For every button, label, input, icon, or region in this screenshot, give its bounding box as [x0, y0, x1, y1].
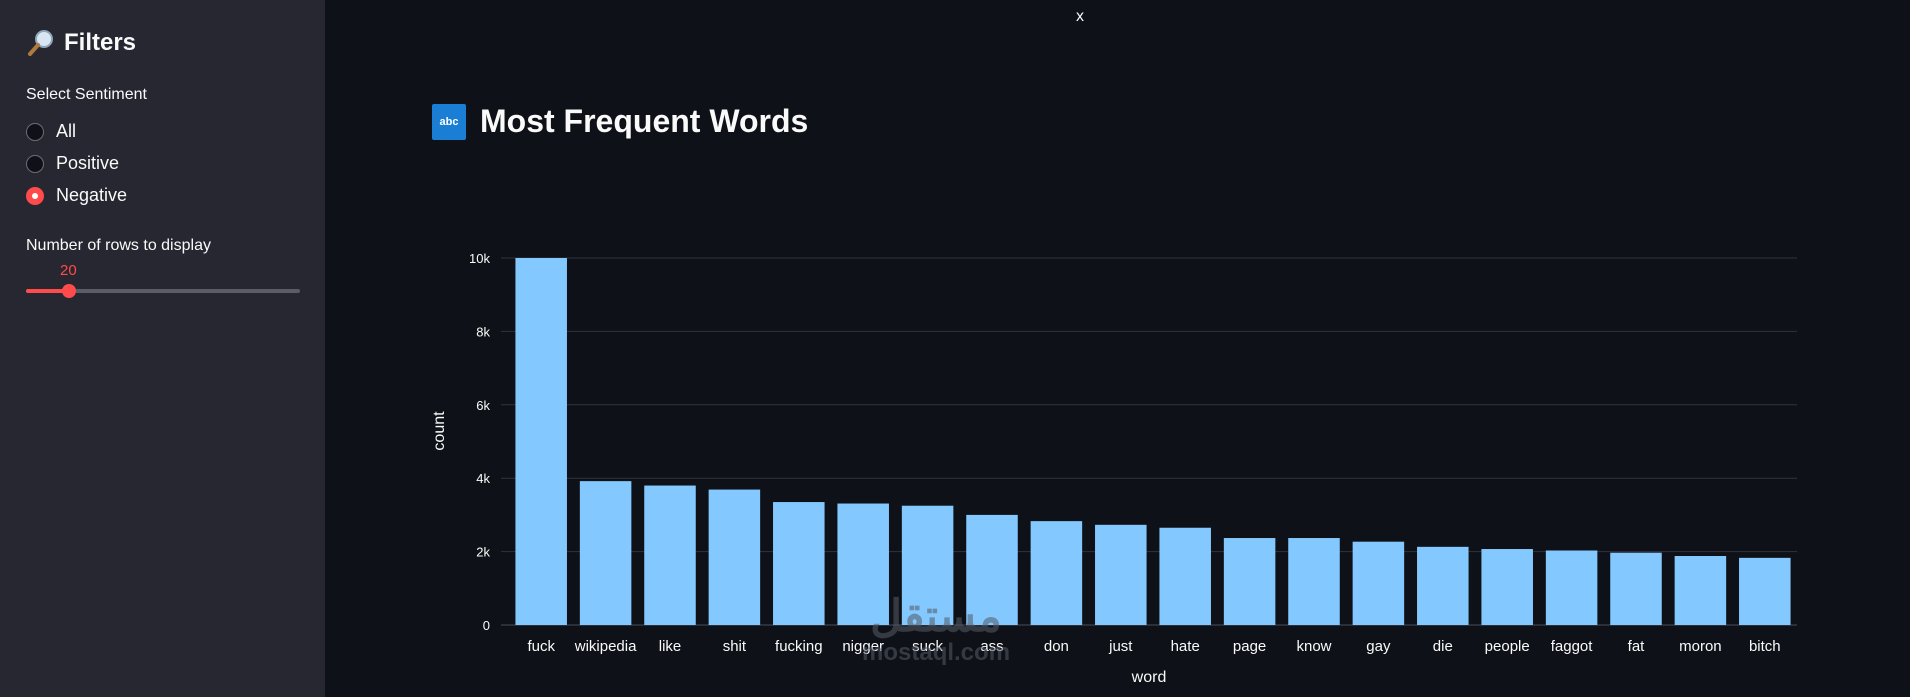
y-tick-label: 0 — [483, 618, 490, 633]
x-tick-label: people — [1485, 638, 1530, 655]
radio-all-label: All — [56, 121, 77, 141]
bar-ass — [966, 514, 1018, 625]
rows-slider-thumb[interactable] — [62, 284, 76, 298]
x-tick-label: know — [1296, 638, 1331, 655]
x-tick-label: fat — [1628, 638, 1646, 655]
x-tick-label: die — [1433, 638, 1453, 655]
radio-negative-indicator[interactable] — [26, 186, 44, 205]
bar-people — [1481, 549, 1533, 625]
radio-positive-label: Positive — [56, 153, 120, 173]
close-button[interactable]: x — [1076, 8, 1084, 25]
y-tick-label: 10k — [469, 251, 490, 266]
radio-positive-indicator[interactable] — [26, 154, 44, 173]
y-tick-label: 2k — [476, 545, 490, 560]
x-tick-label: ass — [980, 638, 1003, 655]
bar-bitch — [1739, 557, 1791, 625]
page-title: Most Frequent Words — [480, 103, 809, 139]
bar-page — [1223, 538, 1276, 625]
bar-fucking — [773, 502, 825, 625]
bar-moron — [1674, 556, 1727, 625]
radio-all-indicator[interactable] — [26, 122, 44, 141]
sidebar-title: Filters — [26, 28, 136, 58]
sidebar-title-text: Filters — [64, 29, 137, 56]
x-tick-label: nigger — [842, 638, 884, 655]
sentiment-label: Select Sentiment — [26, 86, 147, 103]
bar-fat — [1610, 552, 1662, 625]
y-tick-label: 4k — [476, 471, 490, 486]
x-tick-label: wikipedia — [574, 638, 637, 655]
radio-all[interactable]: All — [26, 121, 76, 142]
bar-faggot — [1545, 550, 1598, 625]
bar-die — [1417, 546, 1469, 625]
y-tick-label: 6k — [476, 398, 490, 413]
sidebar: Filters Select Sentiment All Positive Ne… — [0, 0, 325, 697]
bar-know — [1288, 538, 1340, 625]
radio-negative[interactable]: Negative — [26, 185, 127, 206]
rows-slider-track[interactable] — [26, 289, 300, 293]
x-tick-label: bitch — [1749, 638, 1781, 655]
radio-positive[interactable]: Positive — [26, 153, 119, 174]
rows-slider-fill — [26, 289, 70, 293]
x-tick-label: don — [1044, 638, 1069, 655]
watermark-arabic: مستقل — [870, 592, 1002, 641]
page-header: abc Most Frequent Words — [432, 103, 808, 140]
watermark-latin: mostaql.com — [862, 639, 1011, 666]
x-tick-label: moron — [1679, 638, 1722, 655]
bar-suck — [901, 505, 954, 625]
bar-gay — [1352, 541, 1405, 625]
rows-slider-value: 20 — [60, 262, 77, 279]
bar-don — [1030, 521, 1083, 625]
rows-label: Number of rows to display — [26, 237, 211, 254]
x-axis-title: word — [1131, 669, 1167, 686]
magnifying-glass-icon — [26, 28, 56, 58]
radio-negative-label: Negative — [56, 185, 128, 205]
bar-like — [644, 485, 696, 625]
bar-fuck — [515, 258, 567, 625]
x-tick-label: suck — [912, 638, 943, 655]
x-tick-label: just — [1108, 638, 1133, 655]
x-tick-label: fucking — [775, 638, 823, 655]
x-tick-label: page — [1233, 638, 1266, 655]
x-tick-label: fuck — [527, 638, 555, 655]
bar-wikipedia — [579, 481, 632, 625]
x-tick-label: hate — [1171, 638, 1200, 655]
x-tick-label: faggot — [1551, 638, 1594, 655]
bar-shit — [708, 489, 761, 625]
bar-hate — [1159, 527, 1211, 625]
y-tick-label: 8k — [476, 324, 490, 339]
x-tick-label: like — [659, 638, 682, 655]
watermark-logo: مستقل mostaql.com — [862, 595, 1010, 667]
x-tick-label: shit — [723, 638, 747, 655]
x-tick-label: gay — [1366, 638, 1391, 655]
bar-just — [1095, 524, 1147, 625]
abc-icon: abc — [432, 103, 466, 140]
bar-nigger — [837, 503, 889, 625]
y-axis-title: count — [431, 411, 448, 451]
